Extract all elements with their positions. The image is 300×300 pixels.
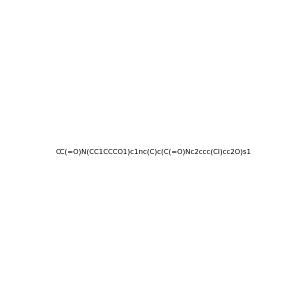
Text: CC(=O)N(CC1CCCO1)c1nc(C)c(C(=O)Nc2ccc(Cl)cc2O)s1: CC(=O)N(CC1CCCO1)c1nc(C)c(C(=O)Nc2ccc(Cl… <box>56 148 252 155</box>
